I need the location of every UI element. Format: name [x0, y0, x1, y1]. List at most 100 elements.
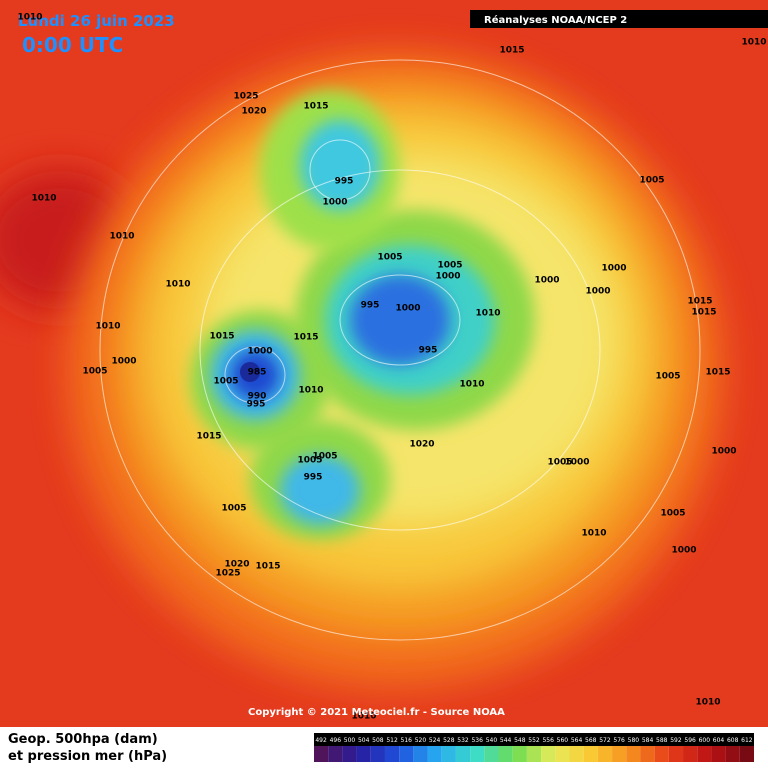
scale-label: 596	[684, 737, 696, 744]
scale-label: 544	[500, 737, 512, 744]
pressure-label: 1005	[639, 176, 664, 186]
scale-label: 500	[344, 737, 356, 744]
pressure-label: 1005	[213, 377, 238, 387]
pressure-label: 1010	[95, 322, 120, 332]
scale-cell	[725, 746, 740, 762]
date: Lundi 26 juin 2023	[18, 12, 175, 30]
pressure-label: 1015	[691, 308, 716, 318]
scale-cell	[697, 746, 712, 762]
scale-label: 536	[471, 737, 483, 744]
scale-label: 496	[330, 737, 342, 744]
scale-label: 576	[613, 737, 625, 744]
pressure-label: 995	[419, 346, 438, 356]
pressure-label: 1005	[297, 456, 322, 466]
scale-label: 540	[486, 737, 498, 744]
pressure-label: 1010	[475, 309, 500, 319]
scale-label: 528	[443, 737, 455, 744]
scale-cell	[683, 746, 698, 762]
pressure-label: 1005	[547, 458, 572, 468]
scale-label: 592	[670, 737, 682, 744]
scale-cell	[512, 746, 527, 762]
scale-cell	[384, 746, 400, 762]
pressure-label: 1010	[31, 194, 56, 204]
pressure-label: 1005	[660, 509, 685, 519]
pressure-label: 995	[361, 301, 380, 311]
scale-strip	[314, 733, 754, 746]
scale-cell	[328, 746, 343, 762]
pressure-label: 1000	[247, 347, 272, 357]
scale-label: 580	[628, 737, 640, 744]
pressure-label: 1020	[241, 107, 266, 117]
pressure-label: 1010	[17, 13, 42, 23]
pressure-label: 1020	[224, 560, 249, 570]
scale-label: 584	[642, 737, 654, 744]
pressure-label: 1015	[303, 102, 328, 112]
pressure-label: 1010	[581, 529, 606, 539]
scale-cell	[739, 746, 754, 762]
scale-label: 600	[699, 737, 711, 744]
pressure-label: 1015	[293, 333, 318, 343]
pressure-label: 1000	[711, 447, 736, 457]
scale-label: 524	[429, 737, 441, 744]
pressure-label: 1015	[196, 432, 221, 442]
legend-line2: et pression mer (hPa)	[8, 749, 167, 764]
source-banner	[470, 10, 768, 28]
scale-label: 552	[528, 737, 540, 744]
pressure-label: 1000	[322, 198, 347, 208]
scale-cell	[668, 746, 684, 762]
source: Réanalyses NOAA/NCEP 2	[484, 14, 627, 26]
pressure-label: 1025	[233, 92, 258, 102]
pressure-label: 1010	[351, 712, 376, 722]
scale-cell	[569, 746, 584, 762]
pressure-label: 985	[248, 368, 267, 378]
scale-label: 564	[571, 737, 583, 744]
scale-cell	[470, 746, 485, 762]
pressure-label: 995	[335, 177, 354, 187]
pressure-label: 1005	[82, 367, 107, 377]
scale-cell	[612, 746, 627, 762]
legend-line1: Geop. 500hpa (dam)	[8, 732, 158, 747]
pressure-label: 1000	[564, 458, 589, 468]
pressure-label: 1005	[221, 504, 246, 514]
scale-cell	[711, 746, 726, 762]
pressure-label: 1000	[111, 357, 136, 367]
scale-cell	[314, 746, 329, 762]
pressure-label: 1010	[298, 386, 323, 396]
pressure-label: 1010	[459, 380, 484, 390]
pressure-label: 1020	[409, 440, 434, 450]
scale-cell	[399, 746, 414, 762]
scale-cell	[526, 746, 542, 762]
scale-cell	[427, 746, 442, 762]
pressure-label: 1025	[215, 569, 240, 579]
scale-label: 532	[457, 737, 469, 744]
scale-label: 572	[599, 737, 611, 744]
scale-label: 548	[514, 737, 526, 744]
scale-label: 608	[727, 737, 739, 744]
scale-cell	[356, 746, 371, 762]
pressure-label: 1010	[165, 280, 190, 290]
pressure-label: 1015	[209, 332, 234, 342]
scale-cell	[597, 746, 613, 762]
scale-label: 520	[415, 737, 427, 744]
scale-cell	[555, 746, 570, 762]
pressure-label: 1015	[705, 368, 730, 378]
pressure-label: 1000	[395, 304, 420, 314]
scale-label: 556	[542, 737, 554, 744]
scale-label: 612	[741, 737, 753, 744]
pressure-label: 1005	[655, 372, 680, 382]
pressure-label: 1010	[109, 232, 134, 242]
pressure-label: 995	[304, 473, 323, 483]
scale-cell	[342, 746, 357, 762]
scale-cell	[626, 746, 641, 762]
pressure-label: 1015	[499, 46, 524, 56]
scale-cell	[455, 746, 471, 762]
scale-label: 512	[386, 737, 398, 744]
pressure-label: 990	[248, 392, 267, 402]
pressure-label: 1000	[585, 287, 610, 297]
scale-label: 560	[557, 737, 569, 744]
scale-cell	[583, 746, 598, 762]
pressure-label: 1000	[671, 546, 696, 556]
time: 0:00 UTC	[22, 33, 123, 57]
